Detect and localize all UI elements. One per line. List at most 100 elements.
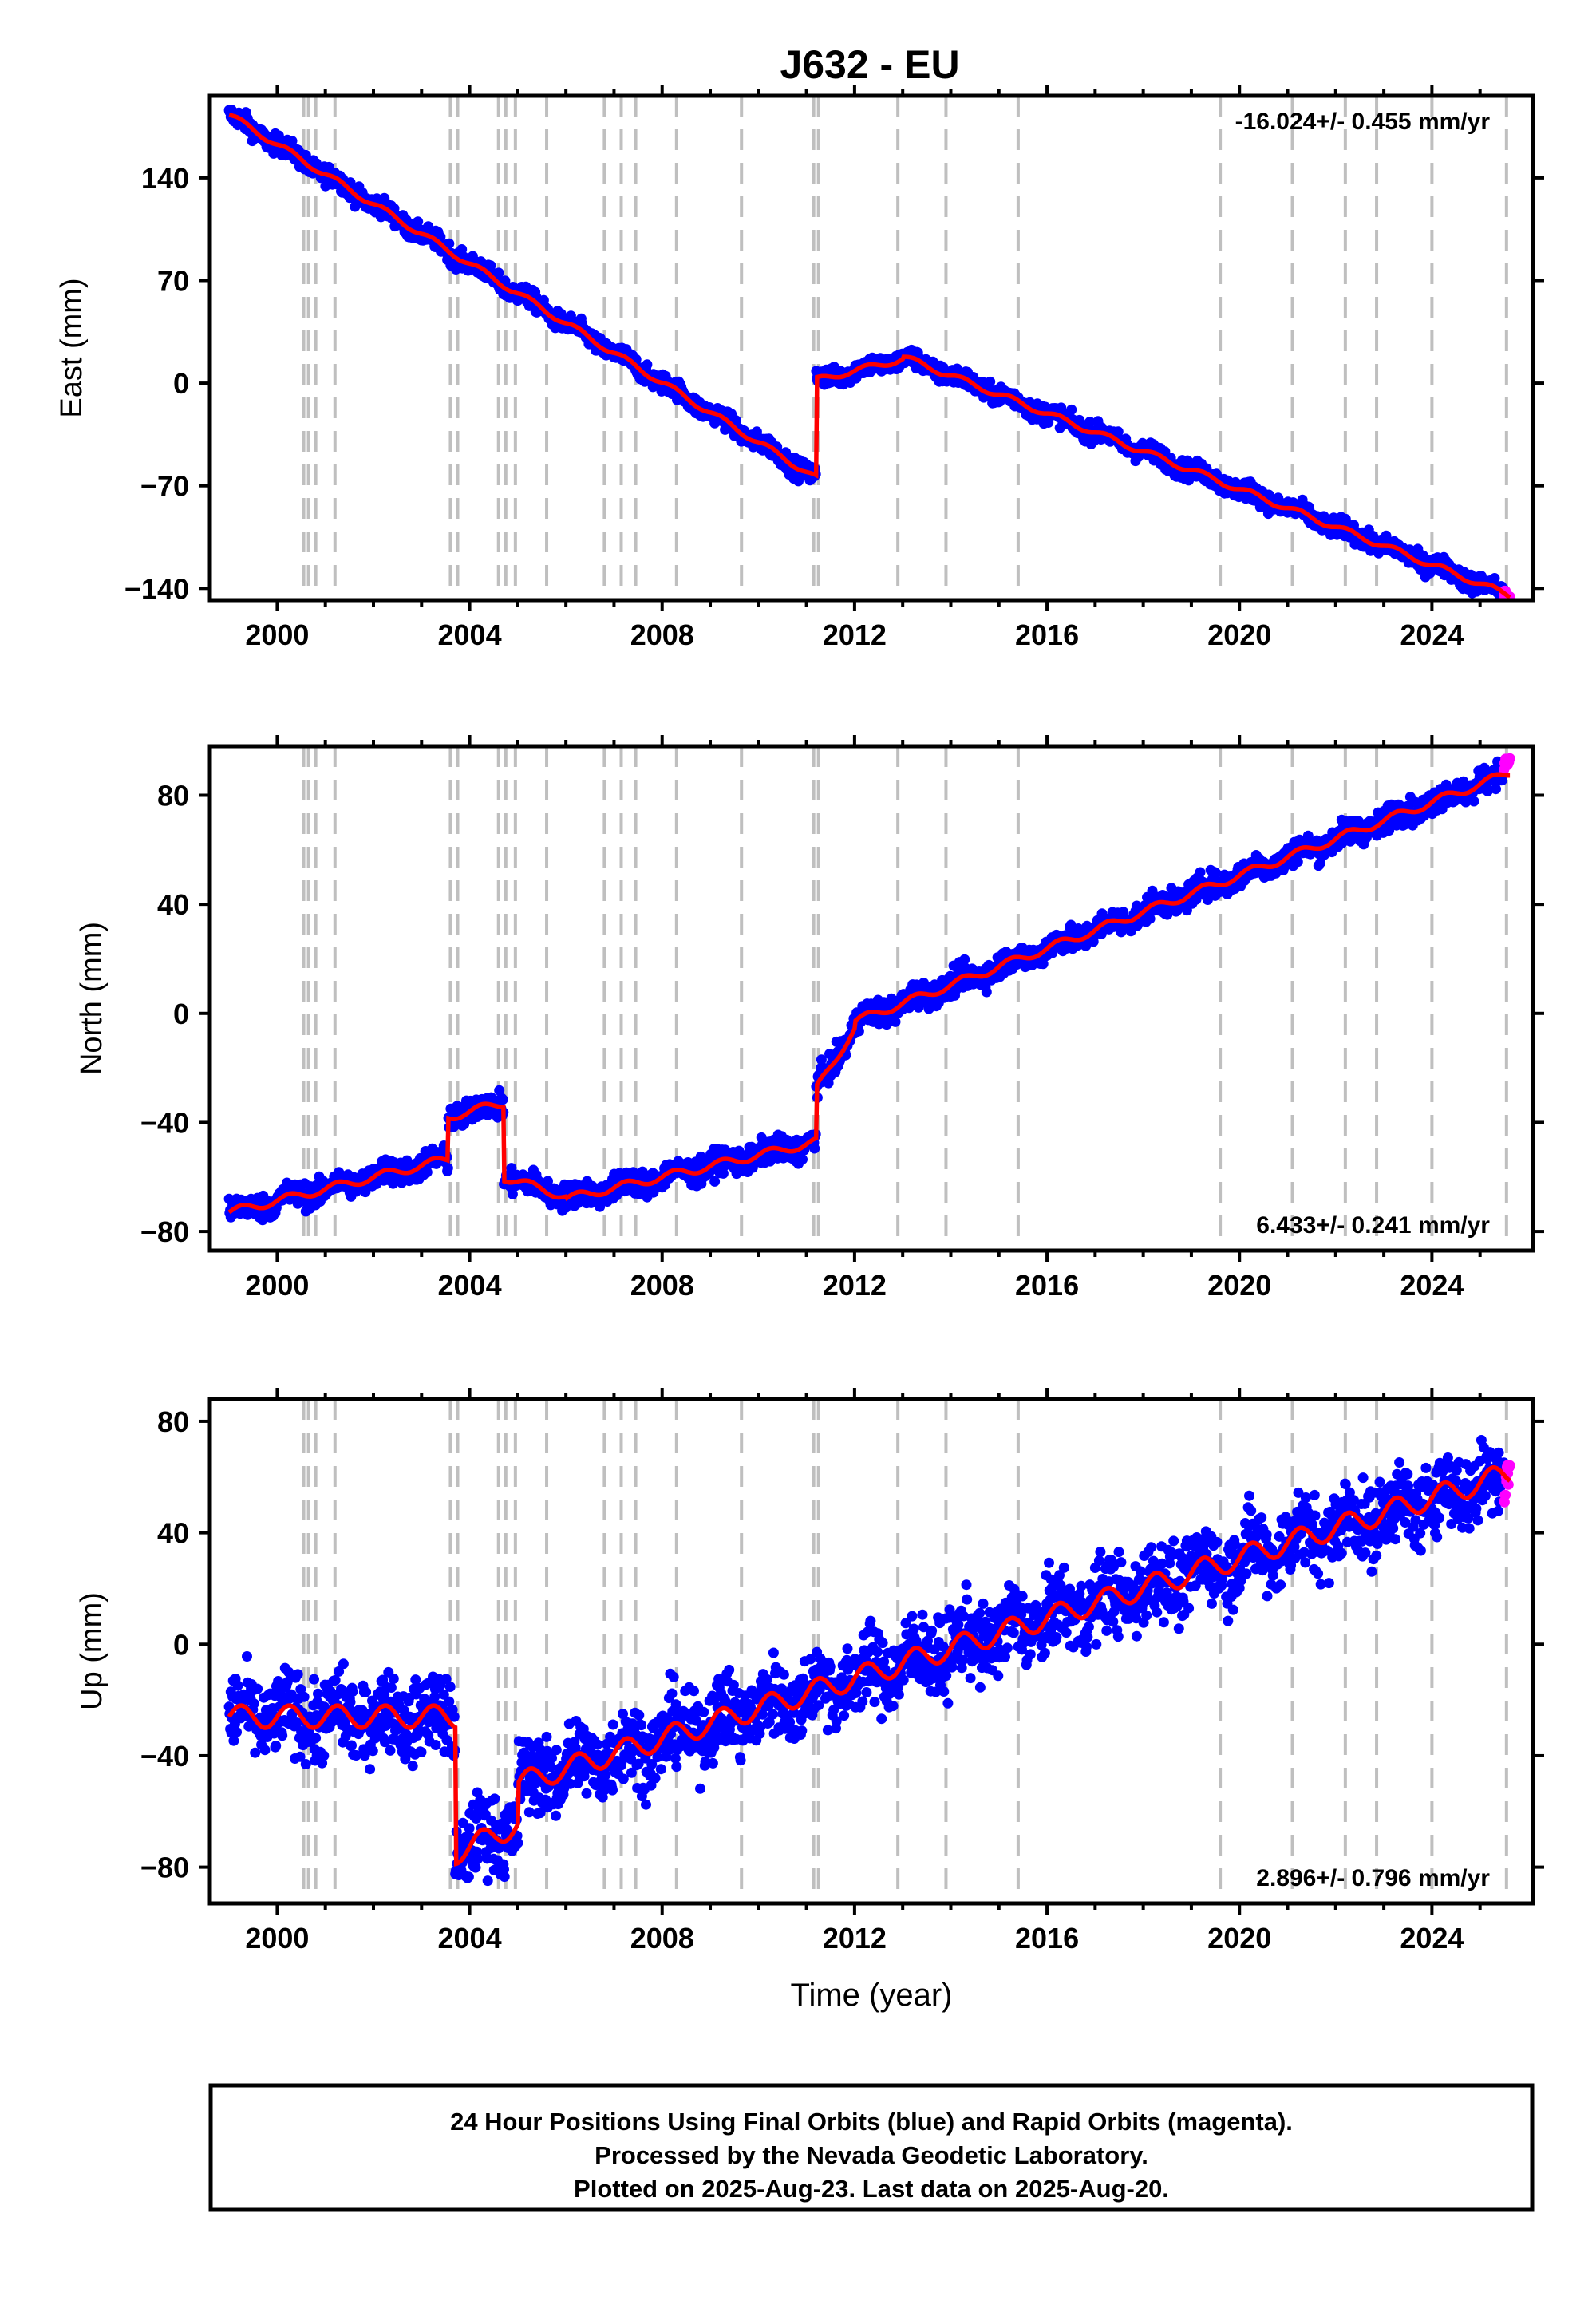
final-orbit-point [1482,785,1493,796]
final-orbit-point [298,1691,310,1702]
final-orbit-point [1496,775,1507,785]
up-final-orbit-points [223,1435,1510,1887]
final-orbit-point [232,1680,243,1691]
final-orbit-point [1489,573,1500,583]
final-orbit-point [1211,868,1222,879]
x-tick-label: 2024 [1400,1269,1464,1302]
final-orbit-point [385,1682,397,1693]
final-orbit-point [809,1143,820,1154]
final-orbit-point [1066,404,1077,415]
final-orbit-point [1084,417,1096,427]
x-tick-label: 2004 [438,1269,502,1302]
east-final-orbit-points [223,105,1510,600]
final-orbit-point [1144,913,1156,924]
east-plot-frame [207,93,1535,603]
final-orbit-point [413,216,424,227]
final-orbit-point [313,1688,323,1699]
final-orbit-point [294,1751,306,1762]
final-orbit-point [985,376,996,387]
final-orbit-point [1292,856,1303,868]
final-orbit-point [340,1730,351,1741]
final-orbit-point [310,1733,322,1744]
final-orbit-point [1315,857,1325,868]
final-orbit-point [913,1002,924,1013]
final-orbit-point [444,238,455,249]
x-tick-label: 2016 [1015,1269,1079,1302]
north-plot-frame [207,744,1535,1253]
y-tick-label: 70 [157,264,189,297]
final-orbit-point [345,1697,356,1708]
final-orbit-point [634,1188,645,1199]
x-tick-label: 2012 [823,619,887,651]
x-tick-label: 2024 [1400,619,1464,651]
final-orbit-point [346,1740,357,1751]
final-orbit-point [507,1188,518,1199]
final-orbit-point [318,1750,330,1761]
final-orbit-point [350,1750,361,1761]
final-orbit-point [319,1701,330,1713]
east-model-line [228,113,1511,599]
final-orbit-point [228,1735,239,1746]
final-orbit-point [1468,796,1479,807]
final-orbit-point [642,359,653,370]
final-orbit-point [367,1745,378,1757]
final-orbit-point [485,260,496,271]
final-orbit-point [497,1094,508,1105]
final-orbit-point [334,1666,345,1677]
final-orbit-point [797,1154,808,1165]
north-y-axis-label: North (mm) [75,922,109,1075]
x-tick-label: 2020 [1207,1269,1271,1302]
y-tick-label: 80 [157,779,189,812]
final-orbit-point [300,1759,311,1769]
final-orbit-point [361,1686,372,1697]
final-orbit-point [1191,894,1202,905]
final-orbit-point [388,1673,399,1684]
x-tick-label: 2000 [245,1269,309,1302]
final-orbit-point [292,1669,303,1680]
x-tick-label: 2012 [823,1269,887,1302]
x-tick-label: 2016 [1015,619,1079,651]
final-orbit-point [442,1163,453,1174]
final-orbit-point [271,1741,282,1751]
final-orbit-point [1096,928,1107,939]
y-tick-label: −70 [140,470,189,503]
final-orbit-point [385,1745,396,1756]
final-orbit-point [242,1651,252,1662]
y-tick-label: 0 [173,367,189,400]
x-tick-label: 2004 [438,619,502,651]
y-tick-label: 140 [141,162,189,195]
y-tick-label: 40 [157,888,189,921]
final-orbit-point [309,1674,319,1685]
rapid-orbit-point [1504,753,1515,764]
final-orbit-point [273,130,284,141]
final-orbit-point [421,1167,433,1178]
final-orbit-point [292,1717,302,1729]
final-orbit-point [248,1698,259,1709]
final-orbit-point [709,1176,721,1187]
final-orbit-point [611,1190,622,1201]
north-final-orbit-points [223,756,1510,1226]
y-tick-label: −140 [124,572,189,605]
final-orbit-point [1112,426,1124,437]
final-orbit-point [359,1750,370,1761]
final-orbit-point [959,954,970,965]
x-tick-label: 2000 [245,619,309,651]
final-orbit-point [816,1054,827,1065]
y-tick-label: 0 [173,998,189,1030]
final-orbit-point [252,1683,263,1694]
y-tick-label: −80 [140,1215,189,1248]
final-orbit-point [231,1726,242,1737]
x-tick-label: 2008 [630,619,694,651]
final-orbit-point [981,986,992,998]
north-model-line [227,772,1511,1215]
east-rate-label: -16.024+/- 0.455 mm/yr [1235,109,1491,135]
final-orbit-point [250,1747,261,1758]
final-orbit-point [890,1016,901,1027]
final-orbit-point [277,1730,288,1741]
final-orbit-point [347,1686,358,1697]
north-rate-label: 6.433+/- 0.241 mm/yr [1256,1212,1490,1239]
east-y-axis-label: East (mm) [55,278,89,417]
chart-title: J632 - EU [780,42,959,87]
